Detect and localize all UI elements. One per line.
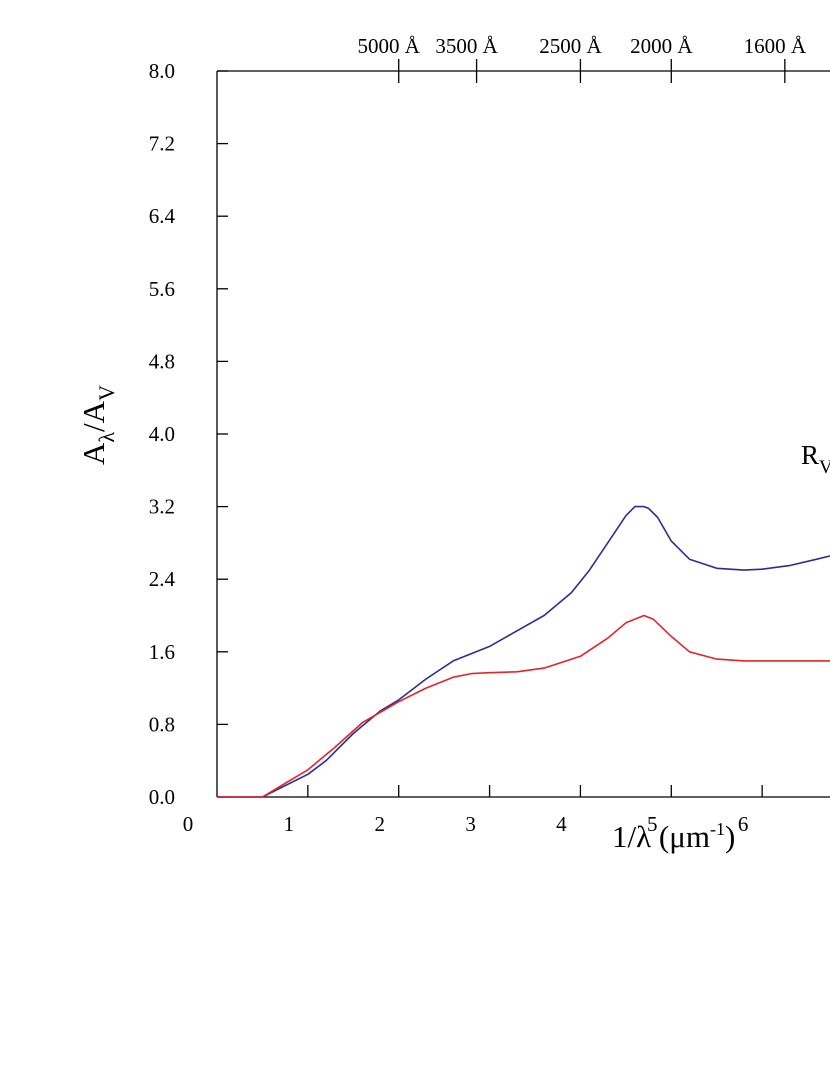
x-tick-label: 0 [183,812,194,836]
x-axis-label: 1/λ (μm-1) [612,819,735,854]
x-tick-label: 5 [647,812,658,836]
y-tick-label: 5.6 [149,277,175,301]
x-tick-label: 6 [738,812,749,836]
top-tick-label: 5000 Å [358,34,421,58]
y-tick-label: 4.8 [149,349,175,373]
y-tick-label: 0.8 [149,712,175,736]
y-ticks: 0.0 0.8 1.6 2.4 3.2 4.0 4.8 5.6 6.4 7.2 8.0 [149,59,228,809]
y-tick-label: 8.0 [149,59,175,83]
series-group [217,505,830,798]
top-ticks: 5000 Å 3500 Å 2500 Å 2000 Å 1600 Å [358,34,807,83]
x-tick-label: 2 [374,812,385,836]
x-tick-label: 1 [284,812,295,836]
y-tick-label: 4.0 [149,422,175,446]
y-tick-label: 7.2 [149,132,175,156]
y-tick-label: 6.4 [149,204,176,228]
x-tick-label: 4 [556,812,567,836]
rv-annotation: RV [801,440,830,478]
series-line-2 [217,614,830,798]
top-tick-label: 2000 Å [630,34,693,58]
top-tick-label: 3500 Å [435,34,498,58]
x-tick-label: 3 [465,812,476,836]
y-axis-label: Aλ/AV [76,385,119,465]
x-ticks: 0 1 2 3 4 5 6 7 [183,785,830,836]
top-tick-label: 1600 Å [744,34,807,58]
series-line-1 [217,505,830,798]
y-tick-label: 2.4 [149,567,176,591]
y-tick-label: 1.6 [149,640,175,664]
y-tick-label: 3.2 [149,495,175,519]
x-tick-label: 7 [829,812,830,836]
y-tick-label: 0.0 [149,785,175,809]
top-tick-label: 2500 Å [539,34,602,58]
